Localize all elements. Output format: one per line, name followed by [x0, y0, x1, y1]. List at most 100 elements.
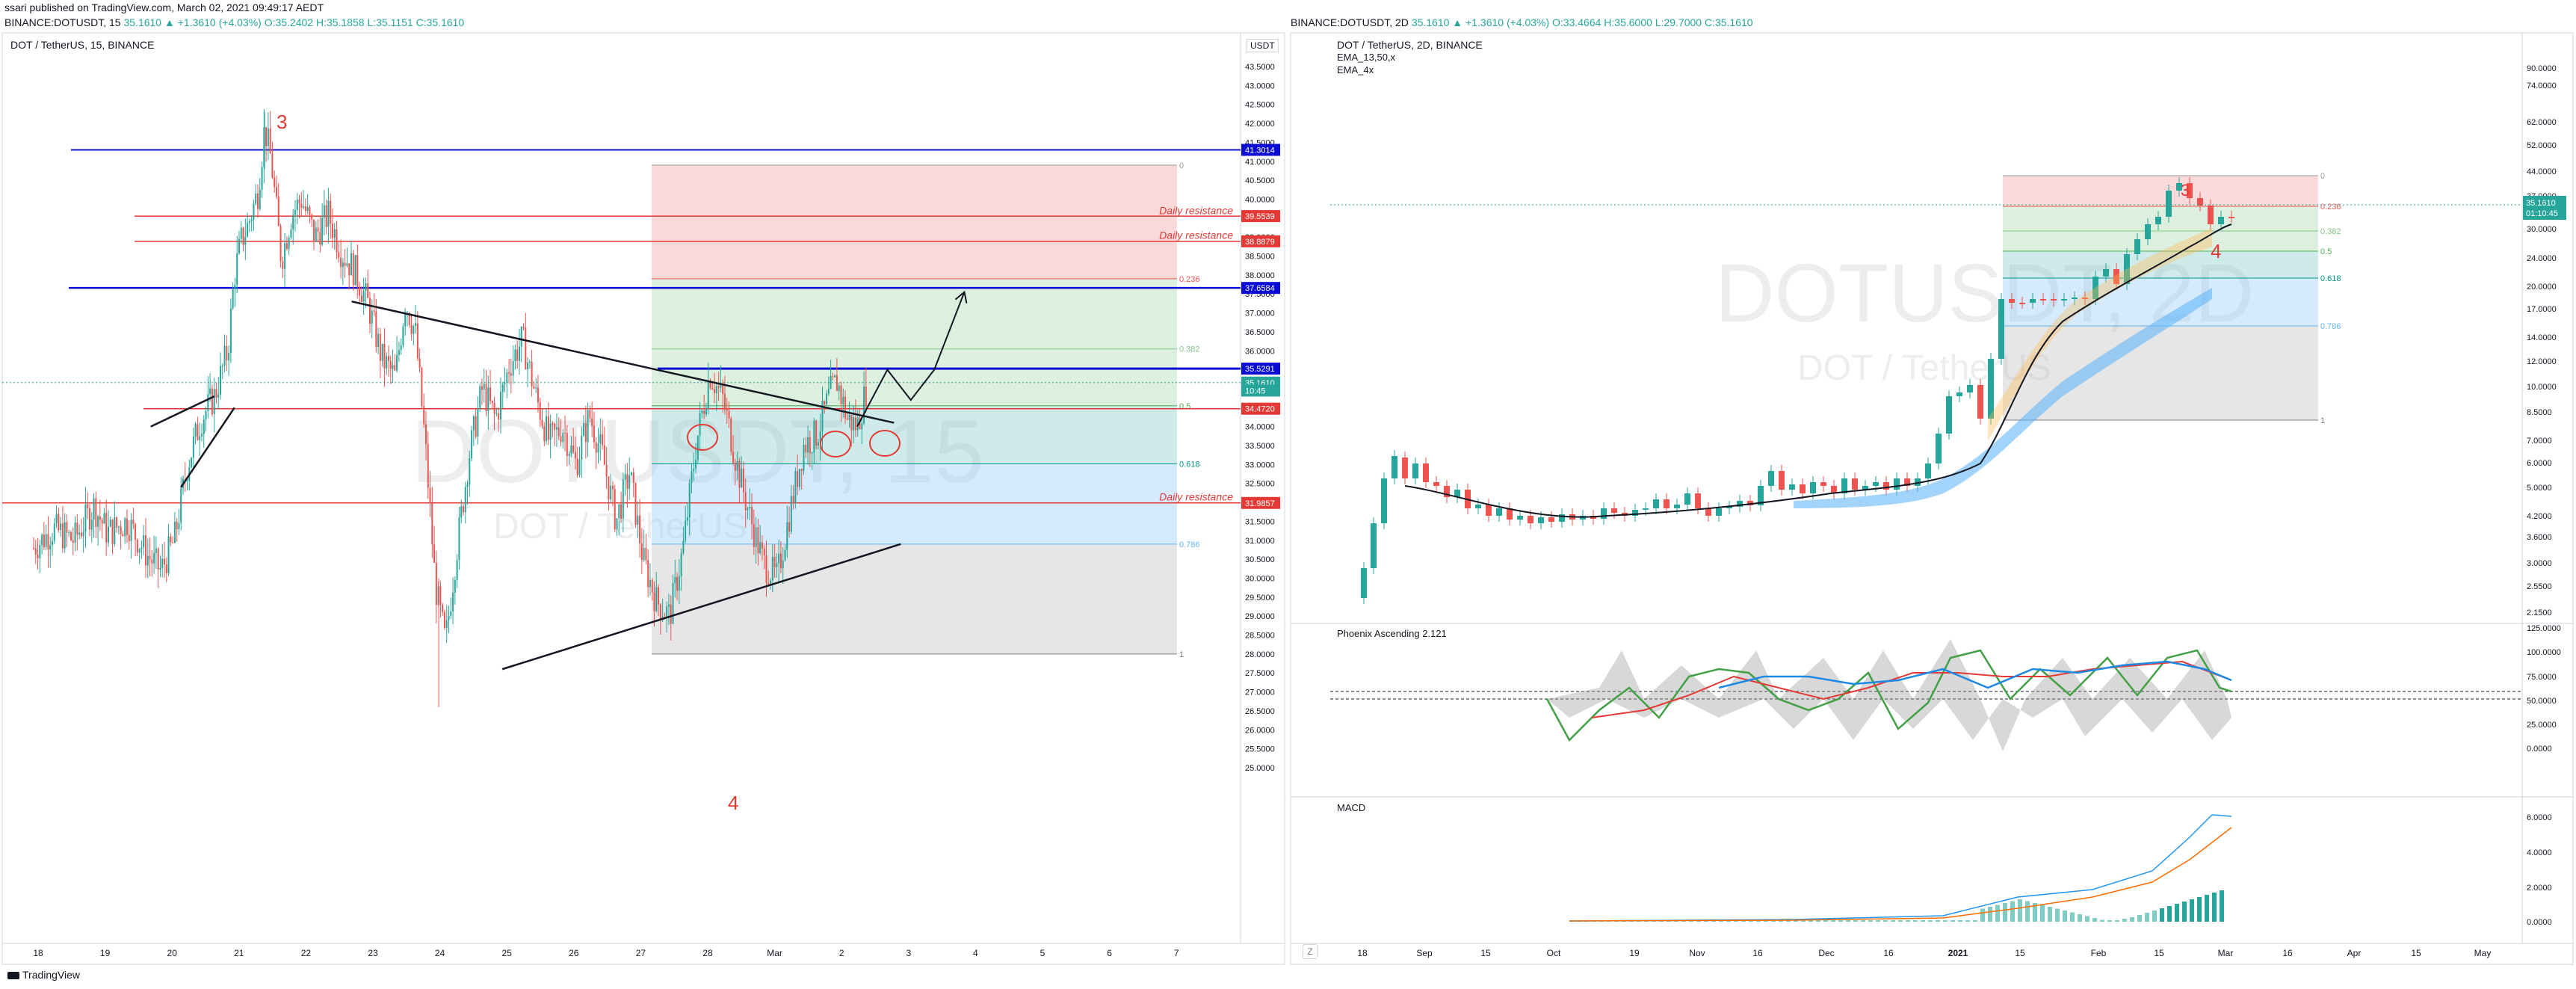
macd-bar — [1741, 920, 1746, 922]
macd-bar — [1943, 920, 1948, 922]
candle-body — [223, 345, 226, 366]
candle-body — [333, 229, 336, 238]
candle-body — [303, 206, 305, 208]
indicator-ema-4x[interactable]: EMA_4x — [1337, 64, 1374, 76]
candle-body — [408, 312, 410, 325]
candle-body — [373, 310, 375, 312]
candle-body — [144, 534, 146, 566]
candle-body — [194, 424, 197, 437]
candle-body — [761, 542, 763, 549]
candle-body — [394, 365, 396, 371]
right-candle-body — [2009, 299, 2015, 303]
macd-bar — [1950, 920, 1955, 922]
time-tick-label: 4 — [973, 948, 978, 958]
price-axis-tag-text: 37.6584 — [1245, 284, 1275, 293]
macd-bar — [2003, 903, 2007, 922]
right-candle-body — [1601, 508, 1607, 519]
trend-line — [150, 395, 215, 428]
candle-body — [640, 543, 643, 561]
candle-body — [533, 386, 535, 389]
candle-body — [525, 327, 527, 370]
left-panel-frame — [1, 32, 1285, 965]
macd-bar — [2220, 890, 2224, 922]
candle-body — [429, 487, 431, 504]
right-candle-body — [1800, 484, 1806, 493]
time-tick-label: 23 — [368, 948, 378, 958]
right-wave-label-4: 4 — [2211, 240, 2221, 262]
candle-body — [64, 522, 66, 549]
tradingview-logo-icon — [7, 972, 19, 980]
oscillator-title[interactable]: Phoenix Ascending 2.121 — [1337, 628, 1447, 639]
right-candle-body — [2228, 217, 2234, 218]
candle-body — [736, 461, 738, 471]
candle-body — [469, 458, 471, 485]
timezone-icon[interactable]: Z — [1303, 944, 1318, 959]
candle-body — [60, 523, 62, 531]
candle-body — [130, 520, 132, 541]
candle-body — [790, 496, 792, 532]
candle-body — [776, 563, 778, 567]
candle-body — [435, 562, 437, 606]
right-price-tag-countdown: 01:10:45 — [2526, 209, 2558, 218]
right-candle-body — [1726, 507, 1732, 508]
candle-body — [809, 437, 811, 454]
candle-body — [68, 532, 70, 534]
candle-body — [624, 474, 626, 480]
candle-body — [460, 506, 463, 518]
candle-body — [312, 219, 315, 242]
candle-body — [504, 382, 506, 385]
candle-body — [354, 255, 356, 286]
candle-body — [805, 445, 807, 453]
candle-body — [549, 423, 552, 440]
candle-body — [782, 560, 784, 569]
candle-body — [670, 604, 672, 624]
right-candle-body — [1674, 505, 1680, 508]
candle-body — [576, 458, 578, 475]
candle-body — [738, 461, 741, 488]
candle-body — [838, 385, 840, 391]
right-candle-body — [2187, 183, 2193, 198]
candle-body — [734, 462, 736, 471]
candle-body — [269, 128, 271, 154]
candle-body — [282, 261, 284, 269]
indicator-ema-13-50[interactable]: EMA_13,50,x — [1337, 52, 1396, 63]
candle-body — [647, 560, 649, 588]
candle-body — [520, 327, 522, 347]
candle-body — [844, 396, 847, 419]
candle-body — [211, 388, 213, 415]
currency-selector[interactable]: USDT — [1247, 39, 1279, 52]
candle-body — [622, 479, 624, 520]
candle-body — [78, 532, 81, 535]
right-price-tick: 74.0000 — [2527, 81, 2557, 90]
candle-body — [817, 442, 819, 446]
candle-body — [87, 504, 89, 509]
candle-body — [514, 349, 516, 362]
candle-body — [763, 548, 765, 556]
candle-body — [217, 394, 220, 398]
candle-body — [792, 496, 794, 504]
candle-body — [140, 547, 143, 549]
macd-bar — [1883, 920, 1888, 922]
candle-body — [331, 224, 333, 238]
right-time-tick: 16 — [1883, 948, 1894, 958]
candle-body — [620, 504, 623, 520]
candle-body — [574, 452, 576, 459]
osc-tick: 25.0000 — [2527, 721, 2557, 730]
candle-body — [614, 489, 616, 530]
candle-body — [667, 604, 670, 607]
price-tick-label: 30.0000 — [1245, 574, 1275, 583]
price-axis-tag — [1241, 402, 1280, 415]
candle-body — [296, 200, 298, 210]
fib-zone — [652, 164, 1177, 279]
price-axis-tag — [1241, 496, 1280, 509]
right-candle-body — [1946, 396, 1952, 434]
candle-body — [248, 221, 250, 224]
tradingview-brand[interactable]: TradingView — [7, 969, 80, 981]
macd-title[interactable]: MACD — [1337, 802, 1366, 813]
macd-bar — [1756, 920, 1761, 922]
fib-label: 1 — [1179, 650, 1184, 659]
osc-histogram — [1547, 639, 2231, 751]
candle-body — [37, 554, 39, 558]
right-candle-body — [1956, 392, 1962, 396]
candle-body — [410, 324, 413, 334]
